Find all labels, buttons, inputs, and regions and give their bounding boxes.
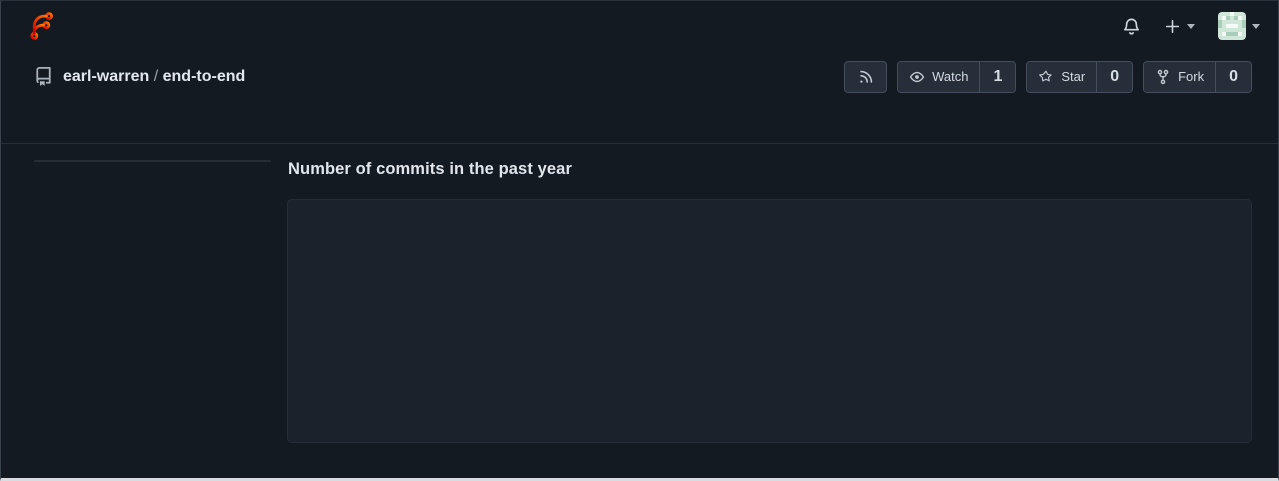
fork-label: Fork xyxy=(1178,69,1205,84)
watch-label: Watch xyxy=(932,69,969,84)
watch-count[interactable]: 1 xyxy=(979,61,1016,92)
page-title: Number of commits in the past year xyxy=(288,160,572,178)
star-icon xyxy=(1038,69,1054,85)
top-navbar xyxy=(1,1,1278,51)
star-button[interactable]: Star xyxy=(1027,61,1097,92)
chevron-down-icon xyxy=(1187,23,1195,29)
repo-tabs xyxy=(1,102,1278,144)
star-count[interactable]: 0 xyxy=(1096,61,1133,92)
fork-count[interactable]: 0 xyxy=(1215,61,1251,92)
star-button-group: Star 0 xyxy=(1026,60,1134,93)
fork-button[interactable]: Fork xyxy=(1144,61,1216,92)
create-new-button[interactable] xyxy=(1164,18,1195,35)
forgejo-logo-icon[interactable] xyxy=(25,9,59,43)
rss-feed-button[interactable] xyxy=(844,60,888,93)
rss-icon xyxy=(858,69,874,85)
watch-button[interactable]: Watch xyxy=(898,61,980,92)
user-avatar xyxy=(1218,12,1246,40)
star-label: Star xyxy=(1061,69,1086,84)
main-panel: Number of commits in the past year xyxy=(287,160,1252,443)
user-menu-button[interactable] xyxy=(1218,12,1260,40)
fork-icon xyxy=(1155,69,1171,85)
fork-button-group: Fork 0 xyxy=(1143,60,1252,93)
notifications-button[interactable] xyxy=(1122,17,1141,36)
commits-bar-chart xyxy=(288,200,1251,442)
repo-separator: / xyxy=(153,67,159,85)
repo-header: earl-warren / end-to-end xyxy=(1,51,1278,102)
watch-button-group: Watch 1 xyxy=(897,60,1017,93)
bell-icon xyxy=(1122,17,1141,36)
eye-icon xyxy=(909,69,925,85)
commits-chart-card xyxy=(287,199,1252,443)
activity-sidebar xyxy=(34,160,271,162)
repo-name-link[interactable]: end-to-end xyxy=(162,67,246,85)
navbar-right xyxy=(1122,12,1260,40)
repo-icon xyxy=(34,67,53,86)
repo-actions: Watch 1 Star 0 xyxy=(844,60,1252,93)
repo-title: earl-warren / end-to-end xyxy=(34,67,245,86)
content: Number of commits in the past year xyxy=(1,144,1278,443)
chevron-down-icon xyxy=(1252,23,1260,29)
repo-owner-link[interactable]: earl-warren xyxy=(63,67,150,85)
plus-icon xyxy=(1164,18,1181,35)
